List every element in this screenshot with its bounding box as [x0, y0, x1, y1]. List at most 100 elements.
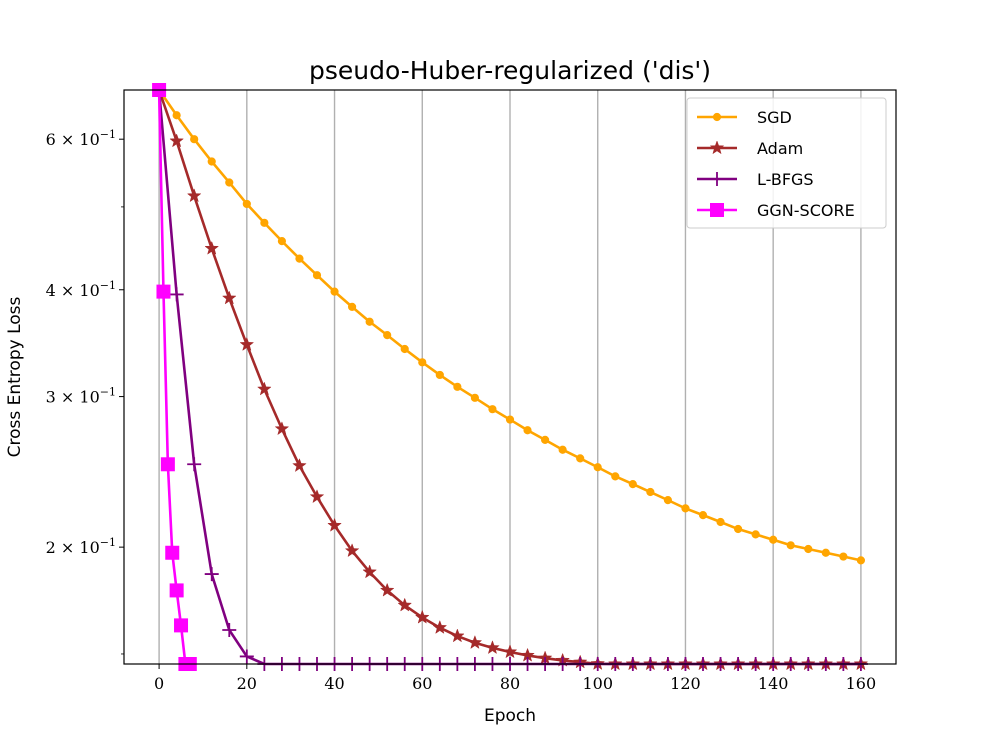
data-point: [523, 426, 532, 435]
data-point: [769, 535, 778, 544]
chart-title: pseudo-Huber-regularized ('dis'): [309, 56, 711, 85]
x-tick-label: 20: [237, 674, 257, 693]
data-point: [156, 284, 171, 299]
x-axis-label: Epoch: [484, 706, 536, 726]
y-axis-ticks: 6 × 10−1 4 × 10−1 3 × 10−1 2 × 10−1: [46, 128, 124, 655]
data-point: [169, 583, 184, 598]
data-point: [400, 344, 409, 354]
data-point: [450, 628, 465, 643]
data-point: [160, 457, 175, 472]
x-tick-label: 40: [324, 674, 344, 693]
data-point: [186, 188, 202, 203]
data-point: [225, 178, 234, 187]
y-tick-label: 6 × 10−1: [46, 128, 116, 149]
series-sgd: [154, 85, 866, 565]
data-point: [681, 504, 690, 513]
data-point: [344, 543, 360, 558]
data-point: [485, 640, 500, 655]
data-point: [628, 480, 637, 489]
data-point: [260, 218, 269, 227]
data-point: [786, 541, 795, 550]
data-point: [207, 157, 216, 166]
data-point: [221, 290, 237, 305]
data-point: [418, 358, 427, 367]
x-tick-label: 80: [500, 674, 520, 693]
data-point: [733, 524, 743, 534]
data-point: [502, 644, 518, 659]
data-point: [187, 457, 202, 472]
y-axis-label: Cross Entropy Loss: [5, 296, 25, 457]
data-point: [467, 635, 483, 649]
data-point: [821, 548, 830, 557]
data-point: [470, 393, 480, 402]
data-point: [327, 517, 342, 532]
data-point: [540, 435, 550, 444]
y-tick-label: 2 × 10−1: [46, 536, 116, 557]
data-point: [204, 567, 219, 582]
data-point: [257, 381, 272, 396]
data-point: [169, 133, 184, 148]
data-point: [190, 135, 199, 144]
data-point: [174, 618, 189, 633]
data-point: [169, 287, 184, 302]
x-tick-label: 100: [582, 674, 613, 693]
data-point: [839, 552, 848, 561]
legend-marker: [710, 203, 724, 217]
data-point: [204, 240, 220, 255]
data-point: [309, 489, 325, 504]
legend-label: L-BFGS: [757, 170, 814, 189]
data-point: [414, 609, 430, 624]
data-point: [379, 582, 395, 597]
x-axis-ticks: 0 20 40 60 80 100 120 140 160: [154, 664, 876, 693]
data-point: [274, 421, 290, 436]
data-point: [432, 619, 448, 634]
data-point: [646, 487, 655, 497]
data-point: [558, 445, 567, 454]
y-tick-label: 3 × 10−1: [46, 386, 116, 407]
data-point: [505, 415, 515, 424]
data-point: [576, 454, 585, 463]
data-point: [365, 317, 374, 326]
data-point: [698, 511, 708, 520]
data-point: [312, 271, 322, 280]
legend-label: GGN-SCORE: [757, 201, 855, 220]
x-tick-label: 120: [670, 674, 701, 693]
data-point: [383, 331, 392, 340]
data-point: [488, 405, 497, 414]
data-point: [751, 530, 760, 539]
x-tick-label: 140: [758, 674, 789, 693]
legend-marker: [710, 172, 724, 186]
data-point: [242, 199, 251, 209]
legend-label: Adam: [757, 139, 803, 158]
data-point: [716, 517, 725, 527]
series-ggn-score: [152, 83, 197, 671]
data-point: [165, 545, 180, 560]
data-point: [611, 472, 620, 481]
plot-frame: [123, 89, 897, 665]
y-tick-label: 4 × 10−1: [46, 279, 116, 300]
data-point: [239, 649, 254, 664]
data-point: [804, 544, 813, 554]
data-point: [277, 237, 287, 246]
data-point: [292, 458, 307, 473]
data-point: [362, 564, 377, 579]
data-point: [222, 622, 237, 637]
data-point: [239, 336, 255, 351]
legend: SGD Adam L-BFGS GGN-SCORE: [686, 97, 887, 229]
data-point: [397, 597, 413, 612]
legend-marker: [712, 112, 722, 122]
data-point: [663, 496, 673, 505]
x-tick-label: 0: [154, 674, 164, 693]
data-point: [172, 111, 181, 120]
legend-label: SGD: [757, 108, 792, 127]
data-point: [453, 382, 462, 391]
data-point: [435, 370, 444, 380]
data-point: [856, 556, 866, 565]
legend-box: [686, 97, 887, 229]
legend-marker: [709, 140, 725, 155]
data-point: [330, 287, 339, 296]
data-point: [295, 254, 304, 263]
x-tick-label: 160: [846, 674, 877, 693]
data-point: [347, 302, 357, 311]
